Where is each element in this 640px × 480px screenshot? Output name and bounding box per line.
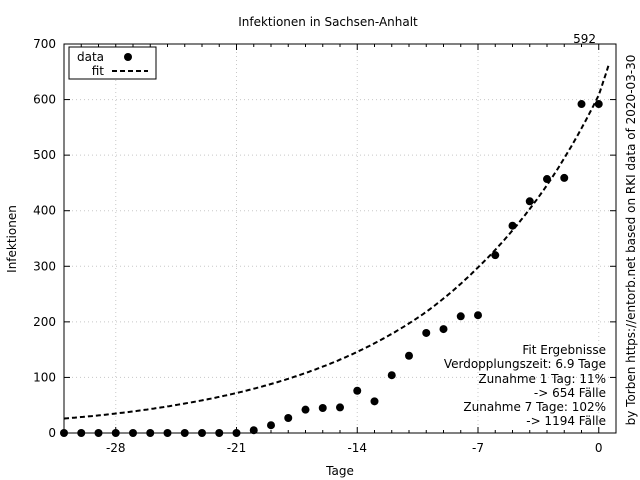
x-axis-label: Tage	[325, 464, 354, 478]
data-point	[318, 403, 327, 412]
y-tick-label: 0	[48, 426, 56, 440]
data-point	[249, 426, 258, 435]
data-point	[267, 421, 275, 430]
x-tick-label: -7	[472, 441, 484, 455]
data-point	[198, 429, 206, 437]
x-tick-label: -28	[106, 441, 126, 455]
y-tick-label: 400	[33, 204, 56, 218]
fit-curve	[63, 63, 611, 420]
data-point	[215, 429, 224, 437]
x-tick-label: -14	[347, 441, 367, 455]
fit-results-line: -> 1194 Fälle	[526, 414, 606, 428]
chart-title: Infektionen in Sachsen-Anhalt	[238, 15, 418, 29]
data-point	[111, 429, 120, 437]
fit-results-line: Fit Ergebnisse	[522, 343, 606, 357]
last-value-label: 592	[573, 32, 596, 46]
credit-text: by Torben https://entorb.net based on RK…	[624, 55, 638, 426]
data-point	[543, 175, 551, 184]
data-point	[387, 371, 396, 380]
x-tick-label: -21	[227, 441, 247, 455]
axes: -28 -21 -14 -7 0 0 100 200 300 400 500 600 700	[33, 37, 617, 455]
y-tick-label: 100	[33, 370, 56, 384]
data-point	[560, 173, 569, 182]
data-point	[594, 100, 603, 109]
x-tick-label: 0	[595, 441, 603, 455]
data-point	[439, 325, 448, 334]
y-tick-label: 300	[33, 259, 56, 273]
y-tick-label: 500	[33, 148, 56, 162]
data-point	[456, 312, 465, 321]
y-tick-label: 600	[33, 93, 56, 107]
data-point	[163, 429, 172, 437]
legend-label-data: data	[77, 50, 104, 64]
y-tick-label: 200	[33, 315, 56, 329]
data-point	[508, 221, 517, 230]
data-point	[60, 429, 68, 437]
legend-marker-data	[124, 53, 132, 61]
grid-lines	[64, 44, 616, 433]
fit-results-line: Verdopplungszeit: 6.9 Tage	[444, 357, 606, 371]
fit-results-line: Zunahme 1 Tag: 11%	[478, 372, 606, 386]
data-point	[301, 405, 310, 414]
fit-results: Fit Ergebnisse Verdopplungszeit: 6.9 Tag…	[444, 343, 606, 428]
y-axis-label: Infektionen	[5, 205, 19, 273]
data-point	[405, 351, 413, 360]
data-point	[525, 197, 534, 206]
data-point	[336, 403, 344, 412]
data-point	[180, 429, 189, 437]
fit-curve-layer	[63, 63, 611, 420]
data-point	[370, 397, 379, 406]
legend: data fit	[68, 46, 157, 80]
data-point	[232, 429, 241, 437]
fit-results-line: Zunahme 7 Tage: 102%	[463, 400, 606, 414]
legend-box	[68, 46, 157, 80]
data-point	[577, 100, 586, 109]
y-tick-label: 700	[33, 37, 56, 51]
data-point	[129, 429, 137, 437]
data-point	[491, 251, 500, 260]
data-point	[94, 429, 103, 437]
data-point	[284, 413, 293, 422]
data-point	[353, 386, 362, 395]
data-point	[146, 429, 155, 437]
data-point	[422, 328, 431, 337]
fit-results-line: -> 654 Fälle	[534, 386, 606, 400]
data-point	[474, 311, 482, 320]
data-point	[77, 429, 86, 437]
data-points-layer	[60, 100, 603, 437]
legend-label-fit: fit	[92, 64, 105, 78]
